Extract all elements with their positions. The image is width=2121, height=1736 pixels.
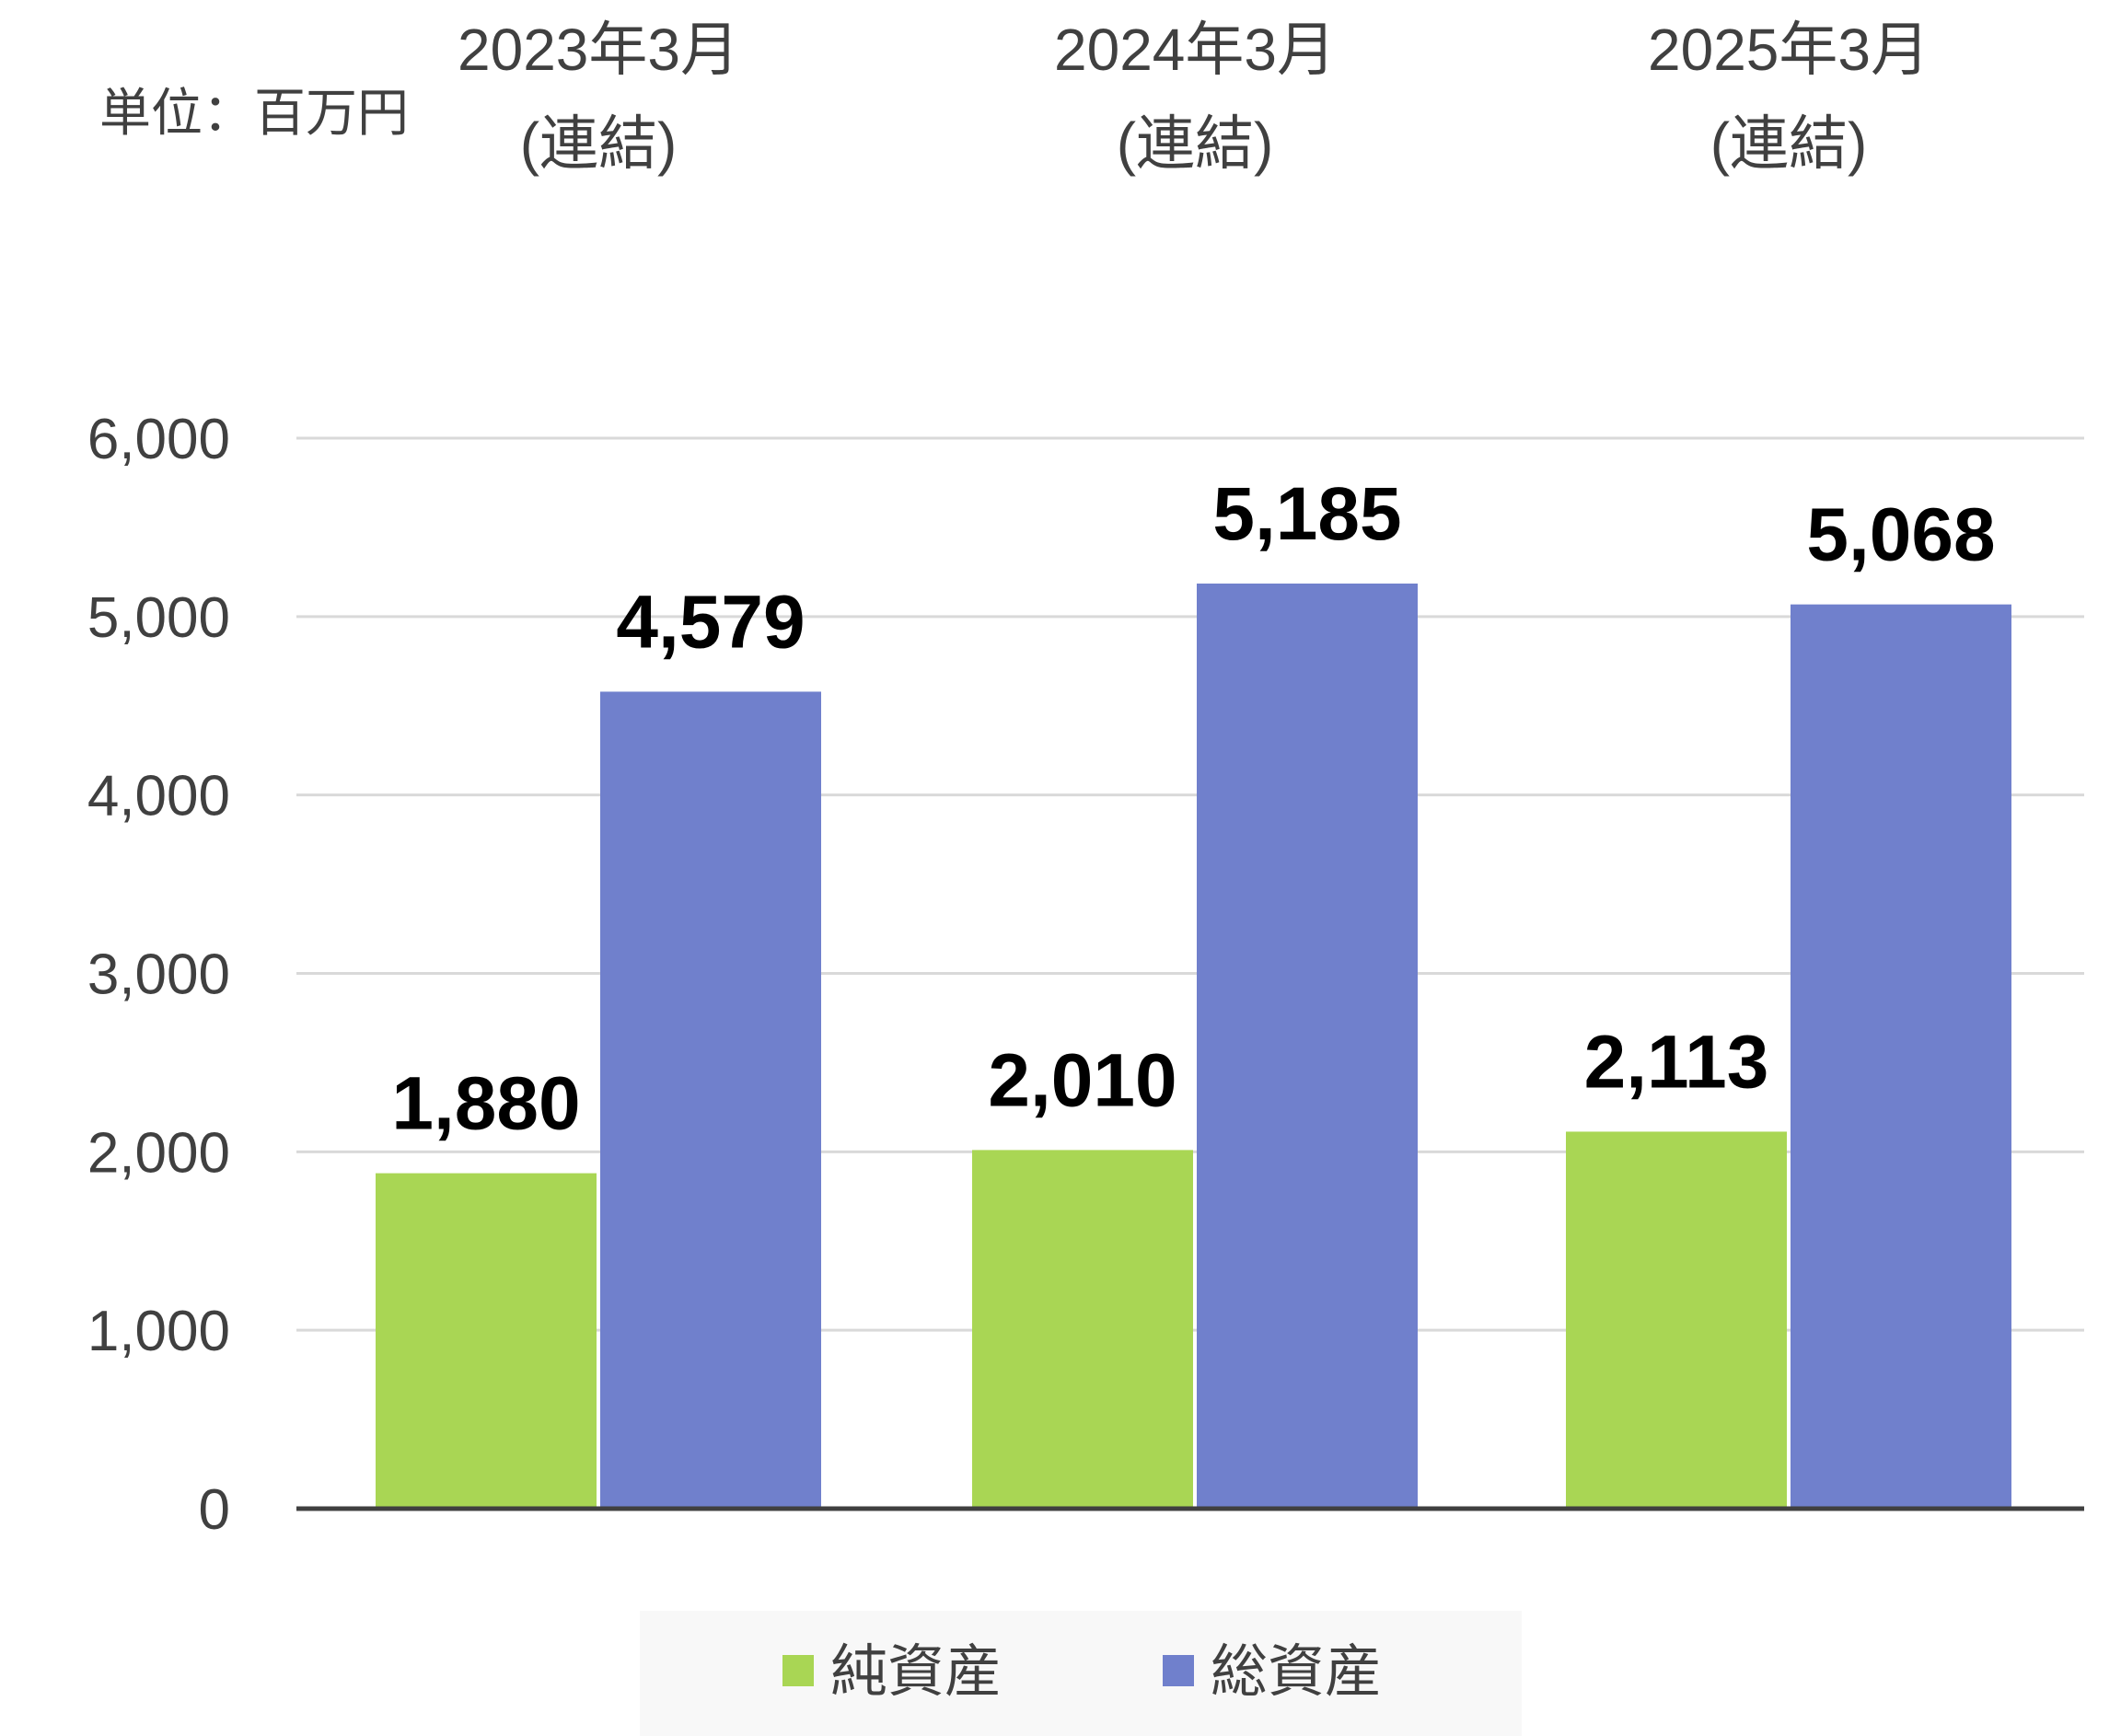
data-label: 2,010: [988, 1038, 1176, 1122]
data-labels: 1,880 4,579 2,010 5,185 2,113 5,068: [391, 472, 1995, 1146]
period-label-year: 2023年3月: [458, 17, 739, 83]
y-tick-label: 2,000: [87, 1121, 230, 1185]
data-label: 4,579: [616, 580, 805, 664]
data-label: 5,068: [1806, 493, 1995, 577]
period-label-scope: (連結): [1117, 110, 1274, 177]
data-label: 1,880: [391, 1062, 580, 1146]
y-tick-label: 3,000: [87, 943, 230, 1007]
period-label-scope: (連結): [1710, 110, 1868, 177]
unit-label: 単位：百万円: [99, 84, 409, 142]
bar: [972, 1150, 1193, 1509]
legend-label: 総資産: [1211, 1640, 1382, 1704]
period-label-year: 2024年3月: [1054, 17, 1336, 83]
period-label-year: 2025年3月: [1648, 17, 1930, 83]
legend-swatch: [782, 1655, 814, 1686]
y-tick-label: 4,000: [87, 765, 230, 828]
bar: [376, 1173, 597, 1509]
bars: [376, 583, 2011, 1509]
y-axis-tick-labels: 0 1,000 2,000 3,000 4,000 5,000 6,000: [87, 408, 230, 1542]
y-tick-label: 1,000: [87, 1300, 230, 1363]
y-tick-label: 6,000: [87, 408, 230, 471]
y-tick-label: 5,000: [87, 586, 230, 650]
y-tick-label: 0: [199, 1478, 230, 1542]
data-label: 2,113: [1584, 1020, 1769, 1104]
legend-box: [640, 1611, 1522, 1736]
data-label: 5,185: [1212, 472, 1401, 556]
bar: [600, 691, 821, 1509]
bar: [1197, 583, 1418, 1509]
period-label-scope: (連結): [520, 110, 678, 177]
legend-swatch: [1163, 1655, 1194, 1686]
legend-label: 純資産: [830, 1640, 1002, 1704]
legend: 純資産 総資産: [782, 1640, 1382, 1704]
bar: [1566, 1131, 1787, 1509]
period-labels: 2023年3月 (連結) 2024年3月 (連結) 2025年3月 (連結): [458, 17, 1930, 177]
bar: [1791, 604, 2011, 1509]
